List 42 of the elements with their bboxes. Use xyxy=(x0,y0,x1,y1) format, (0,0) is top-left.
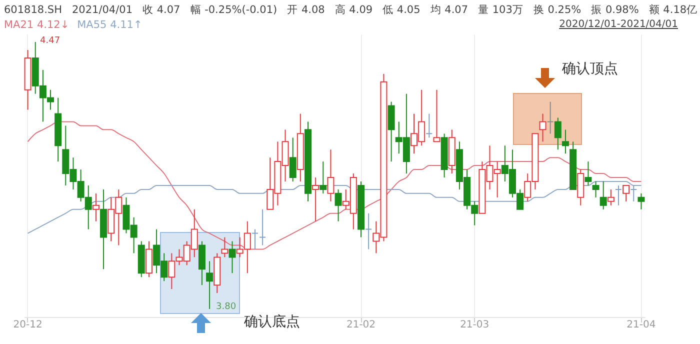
candlestick xyxy=(388,101,395,162)
annotation: 3.80 xyxy=(216,302,236,312)
x-tick-label: 21-04 xyxy=(626,320,656,330)
annotation: 确认顶点 xyxy=(562,60,618,78)
x-tick-label: 20-12 xyxy=(13,320,42,330)
candlestick xyxy=(327,149,334,202)
candlestick xyxy=(607,188,614,206)
text: MA21 4.12↓ xyxy=(4,19,70,31)
candlestick xyxy=(426,113,433,138)
candlestick xyxy=(638,192,645,210)
candlestick xyxy=(622,184,630,202)
candlestick xyxy=(592,180,600,198)
candlestick xyxy=(145,240,152,278)
candlestick xyxy=(320,161,327,194)
candlestick xyxy=(259,208,266,246)
candlestick xyxy=(312,176,320,222)
annotation: 4.47 xyxy=(40,36,60,46)
candlestick xyxy=(251,228,258,250)
text: 确认底点 xyxy=(244,313,300,331)
candlestick xyxy=(614,184,622,206)
text: 2020/12/01-2021/04/01 xyxy=(559,19,678,30)
candlestick xyxy=(554,117,562,150)
candlestick xyxy=(584,161,592,186)
candlestick xyxy=(600,180,607,210)
x-tick-label: 21-02 xyxy=(346,320,376,330)
candlestick xyxy=(221,236,228,258)
candlestick xyxy=(546,101,554,134)
candlestick xyxy=(433,89,440,142)
candlestick xyxy=(198,240,206,286)
x-tick-label: 21-03 xyxy=(460,320,490,330)
candlestick xyxy=(289,137,296,182)
candlestick xyxy=(92,192,100,222)
candlestick xyxy=(630,184,638,202)
candlestick xyxy=(365,212,372,250)
chart-title: 601818.SH 2021/04/01 收 4.07 幅 -0.25%(-0.01) 开 4.08 高 4.09 低 4.05 均 4.07 量 103万 换 0.25% 振 0.98% 额 4.18亿 xyxy=(4,3,698,17)
candlestick xyxy=(206,260,214,310)
candlestick xyxy=(539,113,546,142)
candlestick xyxy=(562,129,569,154)
candlestick xyxy=(577,169,584,206)
candlestick xyxy=(334,188,342,222)
candlestick xyxy=(228,240,236,274)
text: MA55 4.11↑ xyxy=(77,19,142,31)
